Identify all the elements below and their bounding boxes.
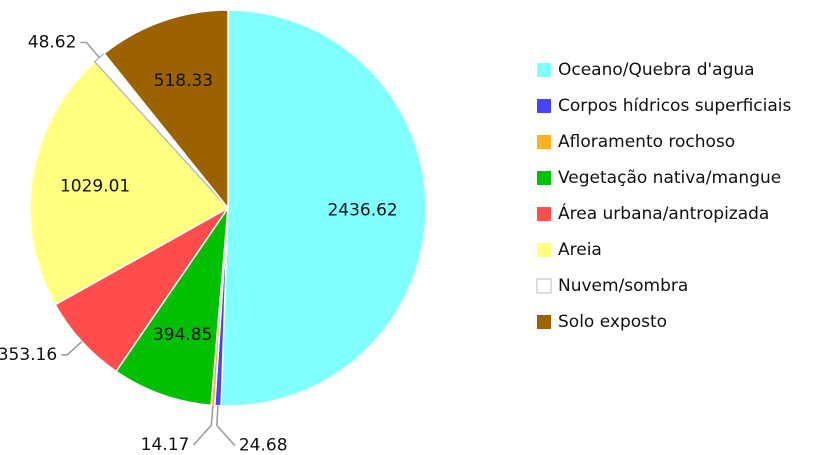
legend-label: Área urbana/antropizada bbox=[558, 202, 769, 224]
legend-swatch bbox=[537, 135, 551, 149]
data-label: 2436.62 bbox=[327, 200, 397, 220]
legend-swatch bbox=[537, 315, 551, 329]
data-label: 518.33 bbox=[154, 71, 213, 91]
data-label: 353.16 bbox=[0, 345, 57, 365]
pie-slice bbox=[103, 9, 229, 211]
legend-label: Vegetação nativa/mangue bbox=[558, 168, 781, 188]
pie-slice bbox=[29, 60, 230, 306]
data-label: 1029.01 bbox=[60, 176, 130, 196]
leader-line bbox=[216, 405, 236, 447]
legend-swatch bbox=[537, 171, 551, 185]
pie-slice bbox=[220, 9, 427, 407]
legend-swatch bbox=[537, 99, 551, 113]
legend-label: Afloramento rochoso bbox=[558, 132, 735, 152]
legend-swatch bbox=[537, 243, 551, 257]
legend-label: Corpos hídricos superficiais bbox=[558, 96, 792, 116]
leader-line bbox=[80, 41, 100, 59]
leader-line bbox=[192, 405, 214, 446]
legend-label: Solo exposto bbox=[558, 312, 667, 332]
data-label: 48.62 bbox=[28, 32, 77, 52]
pie-slice bbox=[115, 205, 229, 407]
data-label: 394.85 bbox=[153, 325, 212, 345]
legend-swatch bbox=[537, 63, 551, 77]
legend-label: Nuvem/sombra bbox=[558, 276, 688, 296]
data-label: 24.68 bbox=[239, 436, 288, 455]
data-label: 14.17 bbox=[141, 435, 190, 455]
leader-line bbox=[61, 340, 83, 356]
legend-swatch bbox=[537, 207, 551, 221]
legend-swatch bbox=[536, 278, 552, 294]
legend-label: Areia bbox=[558, 240, 602, 260]
legend-label: Oceano/Quebra d'agua bbox=[558, 60, 755, 80]
